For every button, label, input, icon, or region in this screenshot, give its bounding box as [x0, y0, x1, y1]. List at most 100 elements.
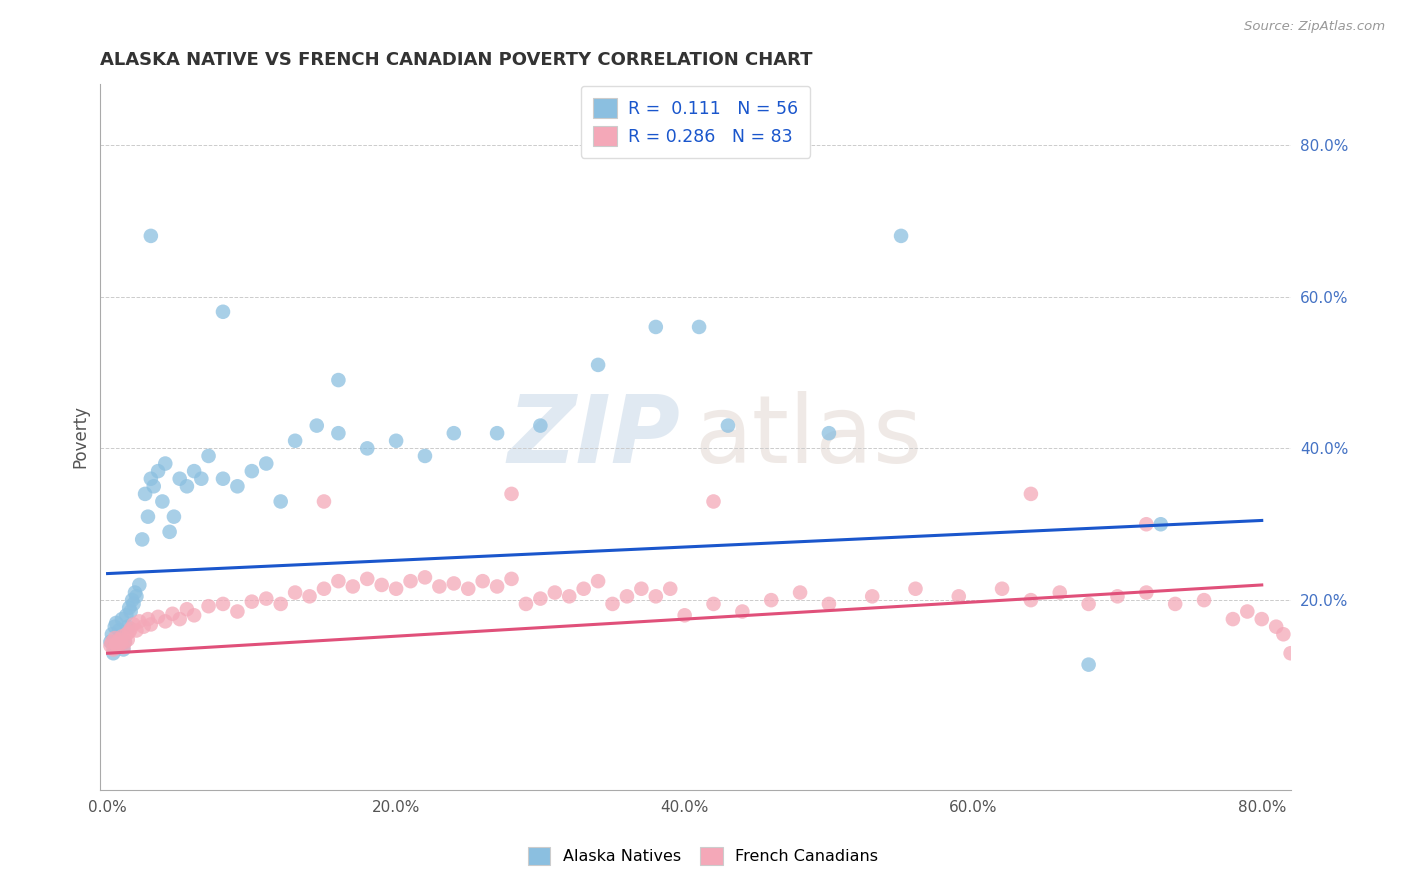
Point: [111, 630, 134, 644]
Point: [486, 579, 509, 593]
Point: [558, 590, 581, 604]
Point: [413, 449, 436, 463]
Point: [659, 582, 682, 596]
Point: [1019, 593, 1042, 607]
Point: [312, 494, 335, 508]
Point: [118, 600, 141, 615]
Point: [114, 635, 136, 649]
Point: [163, 509, 186, 524]
Point: [991, 582, 1014, 596]
Point: [702, 597, 724, 611]
Point: [673, 608, 696, 623]
Y-axis label: Poverty: Poverty: [72, 406, 89, 468]
Point: [254, 457, 277, 471]
Point: [443, 426, 465, 441]
Point: [117, 620, 139, 634]
Point: [1272, 627, 1295, 641]
Point: [100, 635, 122, 649]
Point: [1077, 657, 1099, 672]
Legend: Alaska Natives, French Canadians: Alaska Natives, French Canadians: [520, 838, 886, 873]
Point: [529, 418, 551, 433]
Point: [112, 640, 135, 655]
Point: [429, 579, 451, 593]
Point: [1250, 612, 1272, 626]
Point: [169, 612, 191, 626]
Point: [1192, 593, 1215, 607]
Point: [162, 607, 184, 621]
Point: [761, 593, 783, 607]
Point: [356, 572, 378, 586]
Point: [328, 574, 350, 589]
Point: [702, 494, 724, 508]
Point: [131, 533, 153, 547]
Point: [197, 599, 219, 614]
Point: [100, 639, 122, 653]
Point: [114, 635, 136, 649]
Text: ZIP: ZIP: [508, 391, 681, 483]
Point: [155, 457, 177, 471]
Text: atlas: atlas: [695, 391, 922, 483]
Point: [501, 572, 523, 586]
Point: [630, 582, 652, 596]
Point: [385, 582, 408, 596]
Point: [212, 597, 235, 611]
Point: [183, 464, 205, 478]
Point: [104, 620, 127, 634]
Point: [212, 305, 235, 319]
Point: [101, 635, 124, 649]
Point: [105, 615, 128, 630]
Point: [120, 605, 142, 619]
Point: [328, 426, 350, 441]
Point: [139, 617, 162, 632]
Point: [572, 582, 595, 596]
Point: [312, 582, 335, 596]
Point: [457, 582, 479, 596]
Point: [117, 632, 139, 647]
Point: [139, 228, 162, 243]
Point: [298, 590, 321, 604]
Point: [602, 597, 624, 611]
Text: Source: ZipAtlas.com: Source: ZipAtlas.com: [1244, 20, 1385, 33]
Point: [305, 418, 328, 433]
Point: [948, 590, 970, 604]
Point: [197, 449, 219, 463]
Point: [190, 472, 212, 486]
Point: [107, 640, 129, 655]
Point: [860, 590, 883, 604]
Point: [120, 622, 142, 636]
Point: [108, 632, 131, 647]
Point: [107, 639, 129, 653]
Point: [139, 472, 162, 486]
Point: [142, 479, 165, 493]
Point: [108, 624, 131, 638]
Point: [399, 574, 422, 589]
Point: [121, 593, 143, 607]
Point: [486, 426, 509, 441]
Point: [1150, 517, 1173, 532]
Point: [155, 615, 177, 629]
Text: ALASKA NATIVE VS FRENCH CANADIAN POVERTY CORRELATION CHART: ALASKA NATIVE VS FRENCH CANADIAN POVERTY…: [100, 51, 813, 69]
Point: [150, 494, 173, 508]
Point: [159, 524, 181, 539]
Point: [904, 582, 927, 596]
Point: [818, 426, 841, 441]
Point: [124, 585, 146, 599]
Point: [731, 605, 754, 619]
Point: [284, 585, 307, 599]
Point: [328, 373, 350, 387]
Point: [104, 631, 127, 645]
Point: [1135, 517, 1157, 532]
Point: [385, 434, 408, 448]
Point: [110, 631, 132, 645]
Point: [1236, 605, 1258, 619]
Point: [212, 472, 235, 486]
Point: [356, 442, 378, 456]
Point: [128, 615, 150, 629]
Point: [134, 487, 156, 501]
Point: [544, 585, 567, 599]
Point: [688, 320, 710, 334]
Point: [146, 610, 169, 624]
Point: [471, 574, 494, 589]
Point: [1265, 620, 1288, 634]
Point: [342, 579, 364, 593]
